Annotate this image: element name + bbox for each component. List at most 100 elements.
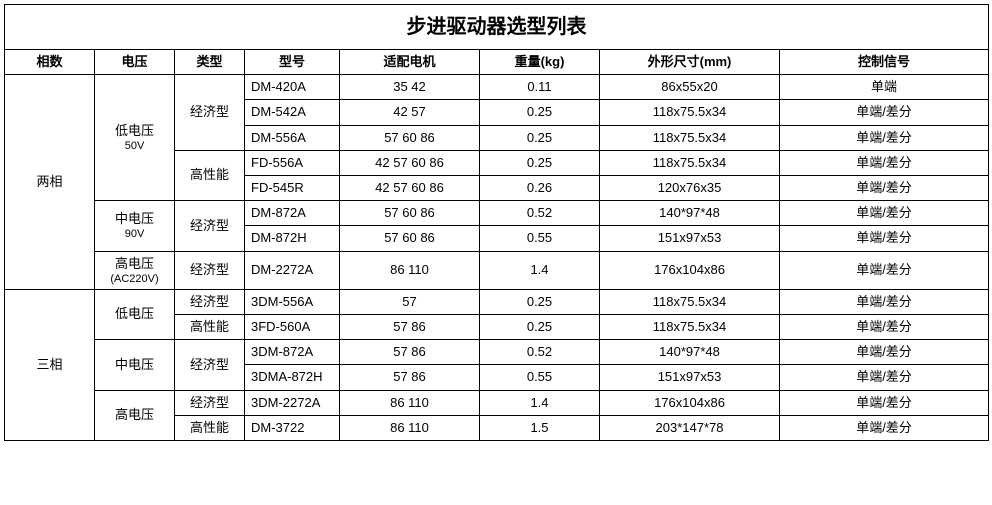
signal-cell: 单端/差分: [780, 415, 989, 440]
phase-cell: 三相: [5, 289, 95, 440]
motor-cell: 42 57 60 86: [340, 175, 480, 200]
voltage-sub: 50V: [99, 140, 170, 153]
voltage-sub: (AC220V): [99, 273, 170, 286]
table-row: 中电压 90V 经济型 DM-872A 57 60 86 0.52 140*97…: [5, 201, 989, 226]
motor-cell: 86 110: [340, 251, 480, 289]
model-cell: DM-2272A: [245, 251, 340, 289]
dims-cell: 140*97*48: [600, 340, 780, 365]
type-cell: 高性能: [175, 315, 245, 340]
dims-cell: 86x55x20: [600, 75, 780, 100]
signal-cell: 单端/差分: [780, 100, 989, 125]
signal-cell: 单端/差分: [780, 175, 989, 200]
signal-cell: 单端/差分: [780, 365, 989, 390]
motor-cell: 86 110: [340, 390, 480, 415]
table-row: 三相 低电压 经济型 3DM-556A 57 0.25 118x75.5x34 …: [5, 289, 989, 314]
weight-cell: 0.52: [480, 201, 600, 226]
model-cell: FD-545R: [245, 175, 340, 200]
dims-cell: 176x104x86: [600, 390, 780, 415]
weight-cell: 0.52: [480, 340, 600, 365]
motor-cell: 57: [340, 289, 480, 314]
dims-cell: 118x75.5x34: [600, 100, 780, 125]
model-cell: 3DM-2272A: [245, 390, 340, 415]
phase-cell: 两相: [5, 75, 95, 290]
type-cell: 高性能: [175, 150, 245, 200]
dims-cell: 120x76x35: [600, 175, 780, 200]
motor-cell: 57 60 86: [340, 226, 480, 251]
signal-cell: 单端: [780, 75, 989, 100]
header-type: 类型: [175, 50, 245, 75]
type-cell: 经济型: [175, 201, 245, 251]
weight-cell: 1.4: [480, 390, 600, 415]
weight-cell: 0.25: [480, 125, 600, 150]
weight-cell: 0.25: [480, 289, 600, 314]
motor-cell: 57 86: [340, 340, 480, 365]
motor-cell: 57 60 86: [340, 125, 480, 150]
voltage-cell: 中电压 90V: [95, 201, 175, 251]
voltage-cell: 中电压: [95, 340, 175, 390]
voltage-cell: 高电压 (AC220V): [95, 251, 175, 289]
voltage-main: 高电压: [99, 406, 170, 424]
model-cell: 3DMA-872H: [245, 365, 340, 390]
model-cell: DM-872H: [245, 226, 340, 251]
dims-cell: 203*147*78: [600, 415, 780, 440]
dims-cell: 151x97x53: [600, 226, 780, 251]
phase-label: 三相: [36, 357, 62, 372]
dims-cell: 118x75.5x34: [600, 125, 780, 150]
driver-selection-table: 步进驱动器选型列表 相数 电压 类型 型号 适配电机 重量(kg) 外形尺寸(m…: [4, 4, 989, 441]
signal-cell: 单端/差分: [780, 340, 989, 365]
signal-cell: 单端/差分: [780, 315, 989, 340]
type-cell: 高性能: [175, 415, 245, 440]
voltage-cell: 低电压: [95, 289, 175, 339]
dims-cell: 140*97*48: [600, 201, 780, 226]
weight-cell: 0.25: [480, 150, 600, 175]
model-cell: DM-542A: [245, 100, 340, 125]
model-cell: DM-872A: [245, 201, 340, 226]
signal-cell: 单端/差分: [780, 251, 989, 289]
weight-cell: 0.25: [480, 315, 600, 340]
dims-cell: 118x75.5x34: [600, 289, 780, 314]
model-cell: 3DM-556A: [245, 289, 340, 314]
type-cell: 经济型: [175, 390, 245, 415]
header-motor: 适配电机: [340, 50, 480, 75]
type-cell: 经济型: [175, 75, 245, 151]
signal-cell: 单端/差分: [780, 289, 989, 314]
signal-cell: 单端/差分: [780, 150, 989, 175]
motor-cell: 42 57: [340, 100, 480, 125]
phase-label: 两相: [36, 174, 62, 189]
dims-cell: 151x97x53: [600, 365, 780, 390]
motor-cell: 57 86: [340, 365, 480, 390]
motor-cell: 35 42: [340, 75, 480, 100]
model-cell: FD-556A: [245, 150, 340, 175]
motor-cell: 86 110: [340, 415, 480, 440]
dims-cell: 118x75.5x34: [600, 315, 780, 340]
header-voltage: 电压: [95, 50, 175, 75]
header-weight: 重量(kg): [480, 50, 600, 75]
table-row: 两相 低电压 50V 经济型 DM-420A 35 42 0.11 86x55x…: [5, 75, 989, 100]
voltage-main: 低电压: [99, 305, 170, 323]
dims-cell: 176x104x86: [600, 251, 780, 289]
header-row: 相数 电压 类型 型号 适配电机 重量(kg) 外形尺寸(mm) 控制信号: [5, 50, 989, 75]
header-signal: 控制信号: [780, 50, 989, 75]
weight-cell: 0.26: [480, 175, 600, 200]
voltage-main: 中电压: [99, 210, 170, 228]
model-cell: DM-3722: [245, 415, 340, 440]
title-row: 步进驱动器选型列表: [5, 5, 989, 50]
voltage-cell: 低电压 50V: [95, 75, 175, 201]
weight-cell: 1.5: [480, 415, 600, 440]
signal-cell: 单端/差分: [780, 201, 989, 226]
model-cell: DM-556A: [245, 125, 340, 150]
weight-cell: 0.55: [480, 226, 600, 251]
voltage-sub: 90V: [99, 228, 170, 241]
motor-cell: 57 86: [340, 315, 480, 340]
model-cell: 3DM-872A: [245, 340, 340, 365]
voltage-main: 中电压: [99, 356, 170, 374]
header-dims: 外形尺寸(mm): [600, 50, 780, 75]
weight-cell: 0.55: [480, 365, 600, 390]
type-cell: 经济型: [175, 251, 245, 289]
header-phase: 相数: [5, 50, 95, 75]
weight-cell: 1.4: [480, 251, 600, 289]
voltage-main: 高电压: [99, 255, 170, 273]
motor-cell: 57 60 86: [340, 201, 480, 226]
table-title: 步进驱动器选型列表: [5, 5, 989, 50]
type-cell: 经济型: [175, 289, 245, 314]
